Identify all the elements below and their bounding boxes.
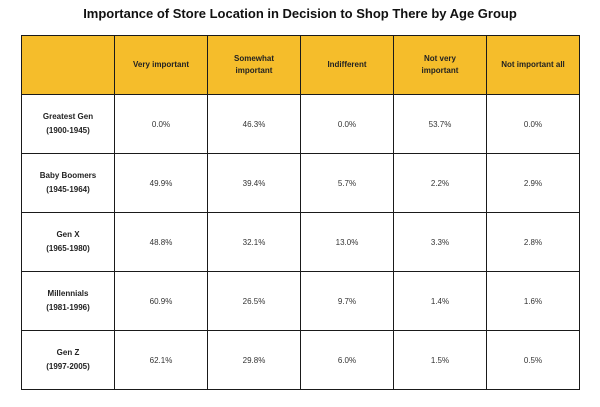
header-indifferent: Indifferent xyxy=(300,35,394,95)
table-cell: 62.1% xyxy=(114,330,208,390)
table-cell: 2.9% xyxy=(486,153,580,213)
row-label: Gen X (1965-1980) xyxy=(21,212,115,272)
table-cell: 39.4% xyxy=(207,153,301,213)
row-label: Gen Z (1997-2005) xyxy=(21,330,115,390)
table-cell: 60.9% xyxy=(114,271,208,331)
row-label: Greatest Gen (1900-1945) xyxy=(21,94,115,154)
table-cell: 5.7% xyxy=(300,153,394,213)
table-cell: 49.9% xyxy=(114,153,208,213)
header-very-important: Very important xyxy=(114,35,208,95)
table-cell: 2.8% xyxy=(486,212,580,272)
table-cell: 48.8% xyxy=(114,212,208,272)
table-cell: 3.3% xyxy=(393,212,487,272)
header-not-very-important: Not very important xyxy=(393,35,487,95)
table-cell: 0.5% xyxy=(486,330,580,390)
table-cell: 0.0% xyxy=(114,94,208,154)
table-cell: 1.5% xyxy=(393,330,487,390)
data-table: Very important Somewhat important Indiff… xyxy=(21,35,580,390)
table-row: Gen X (1965-1980) 48.8% 32.1% 13.0% 3.3% … xyxy=(21,212,580,272)
row-label: Baby Boomers (1945-1964) xyxy=(21,153,115,213)
table-cell: 29.8% xyxy=(207,330,301,390)
header-cell-empty xyxy=(21,35,115,95)
chart-title: Importance of Store Location in Decision… xyxy=(83,6,517,21)
table-cell: 1.6% xyxy=(486,271,580,331)
table-row: Millennials (1981-1996) 60.9% 26.5% 9.7% … xyxy=(21,271,580,331)
table-cell: 26.5% xyxy=(207,271,301,331)
row-label: Millennials (1981-1996) xyxy=(21,271,115,331)
header-not-important-all: Not important all xyxy=(486,35,580,95)
table-cell: 6.0% xyxy=(300,330,394,390)
table-cell: 1.4% xyxy=(393,271,487,331)
table-cell: 46.3% xyxy=(207,94,301,154)
header-somewhat-important: Somewhat important xyxy=(207,35,301,95)
table-cell: 2.2% xyxy=(393,153,487,213)
table-cell: 9.7% xyxy=(300,271,394,331)
table-cell: 13.0% xyxy=(300,212,394,272)
table-row: Greatest Gen (1900-1945) 0.0% 46.3% 0.0% … xyxy=(21,94,580,154)
table-cell: 0.0% xyxy=(300,94,394,154)
header-row: Very important Somewhat important Indiff… xyxy=(21,35,580,95)
table-row: Baby Boomers (1945-1964) 49.9% 39.4% 5.7%… xyxy=(21,153,580,213)
table-cell: 0.0% xyxy=(486,94,580,154)
table-cell: 53.7% xyxy=(393,94,487,154)
table-cell: 32.1% xyxy=(207,212,301,272)
table-row: Gen Z (1997-2005) 62.1% 29.8% 6.0% 1.5% 0… xyxy=(21,330,580,390)
